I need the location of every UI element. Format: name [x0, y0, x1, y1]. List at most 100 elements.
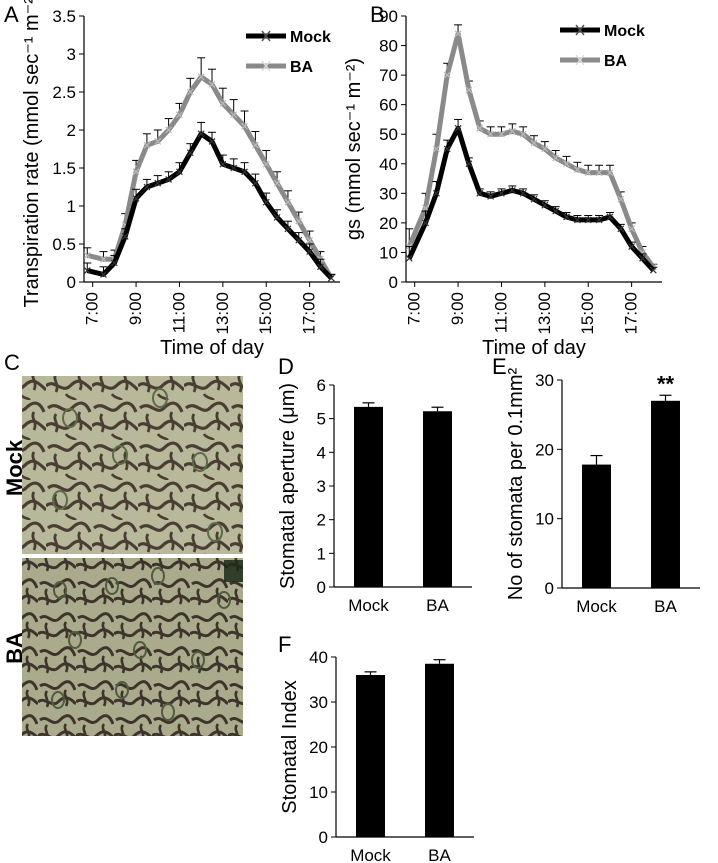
y-tick-label: 1.5	[52, 159, 76, 178]
data-point	[606, 169, 614, 177]
chart-e-stomata-number: 0 10 20 30 Mock BA ** No of stomata per 0.1mm²	[505, 368, 700, 616]
data-point	[454, 124, 462, 132]
x-tick-label: 13:00	[213, 292, 232, 335]
data-point	[639, 254, 646, 262]
data-point	[273, 179, 281, 187]
y-tick-label: 10	[379, 243, 398, 262]
y-tick-label: 0	[67, 273, 76, 292]
data-point	[454, 30, 462, 38]
x-tick-label: 7:00	[83, 292, 102, 325]
data-point	[165, 175, 173, 183]
legend-marker	[261, 60, 271, 72]
series-line	[86, 74, 334, 280]
data-point	[306, 248, 314, 256]
data-point	[241, 122, 248, 130]
data-point	[552, 154, 560, 162]
data-point	[176, 111, 183, 119]
data-point	[498, 130, 505, 138]
y-axis-label: Stomatal aperture (μm)	[277, 383, 299, 589]
data-point	[519, 189, 527, 197]
data-point	[432, 145, 440, 153]
significance-annotation: **	[657, 371, 675, 396]
y-tick-label: 70	[379, 66, 398, 85]
data-point	[487, 192, 495, 200]
legend-marker	[575, 24, 585, 36]
data-point	[83, 267, 91, 275]
x-tick-label: Mock	[350, 846, 391, 863]
y-tick-label: 0	[319, 828, 328, 847]
data-point	[498, 189, 505, 197]
data-point	[186, 88, 194, 96]
y-tick-label: 1	[67, 197, 76, 216]
data-point	[100, 255, 107, 263]
data-point	[530, 195, 538, 203]
y-tick-label: 20	[309, 738, 328, 757]
x-tick-label: Mock	[576, 597, 617, 616]
data-point	[251, 179, 259, 187]
data-point	[100, 270, 107, 278]
x-tick-label: 9:00	[126, 292, 145, 325]
y-tick-label: 4	[317, 443, 326, 462]
data-point	[251, 141, 259, 149]
data-point	[121, 232, 129, 240]
bar-mock	[356, 675, 385, 837]
data-point	[628, 243, 636, 250]
y-tick-label: 30	[309, 693, 328, 712]
data-point	[208, 80, 216, 88]
panel-label-c: C	[4, 350, 20, 375]
micrograph-label-mock: Mock	[2, 439, 27, 496]
data-point	[405, 254, 413, 262]
data-point	[617, 195, 625, 203]
data-point	[519, 130, 527, 138]
data-point	[110, 259, 118, 267]
y-tick-label: 1	[317, 544, 326, 563]
y-tick-label: 3	[67, 45, 76, 64]
data-point	[327, 274, 335, 282]
data-point	[628, 225, 636, 233]
data-point	[595, 216, 603, 224]
data-point	[219, 99, 227, 107]
data-point	[541, 201, 549, 209]
data-point	[284, 198, 292, 206]
legend-label: BA	[604, 53, 628, 70]
x-tick-label: BA	[654, 597, 677, 616]
y-axis-label: Transpiration rate (mmol sec⁻¹ m⁻²)	[21, 0, 43, 308]
data-point	[487, 130, 495, 138]
x-tick-label: 15:00	[578, 292, 597, 335]
series-mock	[405, 118, 658, 274]
y-tick-label: 40	[379, 155, 398, 174]
data-point	[552, 207, 560, 215]
data-point	[508, 127, 516, 135]
data-point	[230, 111, 238, 119]
data-point	[132, 168, 140, 176]
data-point	[563, 160, 570, 168]
data-point	[476, 189, 484, 197]
panel-label-f: F	[278, 632, 291, 657]
data-point	[132, 194, 140, 202]
series-line	[86, 131, 334, 280]
x-tick-label: 17:00	[300, 292, 319, 335]
x-tick-label: 7:00	[405, 292, 424, 325]
data-point	[432, 189, 440, 197]
data-point	[186, 149, 194, 157]
chart-d-stomatal-aperture: 0 1 2 3 4 5 6 Mock BA Stomatal aperture (μm)	[277, 376, 472, 615]
y-tick-label: 6	[317, 376, 326, 395]
data-point	[165, 126, 173, 134]
x-tick-label: 13:00	[535, 292, 554, 335]
data-point	[143, 141, 151, 149]
data-point	[465, 86, 473, 94]
series-mock	[83, 121, 336, 282]
bar-mock	[582, 464, 611, 588]
data-point	[422, 204, 429, 212]
y-tick-label: 20	[379, 214, 398, 233]
chart-b-stomatal-conductance: 0 10 20 30 40 50 60 70 80 90 7:00 9:00 11:00 13:00 15:…	[343, 7, 662, 359]
x-tick-label: 15:00	[256, 292, 275, 335]
data-point	[197, 130, 205, 138]
data-point	[606, 213, 614, 221]
y-axis-label: gs (mmol sec⁻¹ m⁻²)	[343, 58, 365, 240]
chart-a-transpiration: 0 0.5 1 1.5 2 2.5 3 3.5 7:00 9:00 11:00 13:00 15:00 1…	[21, 0, 340, 359]
data-point	[197, 73, 205, 81]
data-point	[176, 168, 183, 176]
data-point	[219, 160, 227, 168]
data-point	[143, 183, 151, 191]
